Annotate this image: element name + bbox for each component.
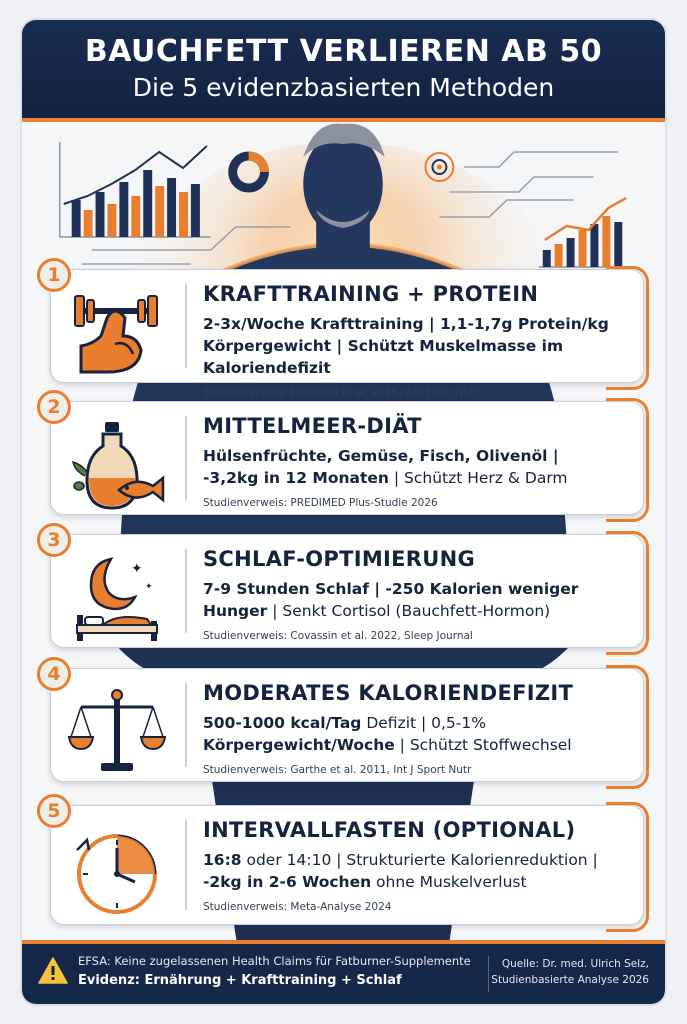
card-content: INTERVALLFASTEN (OPTIONAL) 16:8 oder 14:… xyxy=(203,818,629,913)
body-bold-1: 500-1000 kcal/Tag xyxy=(203,714,362,732)
footer-bar: EFSA: Keine zugelassenen Health Claims f… xyxy=(22,940,665,1004)
efsa-note: EFSA: Keine zugelassenen Health Claims f… xyxy=(78,954,471,968)
decorative-circuit-lines xyxy=(81,151,619,265)
body-normal-2: | Schützt Herz & Darm xyxy=(388,469,568,487)
main-title: BAUCHFETT VERLIEREN AB 50 xyxy=(84,34,603,69)
card-title: MITTELMEER-DIÄT xyxy=(203,414,422,438)
step-number-badge: 2 xyxy=(37,390,71,424)
body-bold-2: -2kg in 2-6 Wochen xyxy=(203,873,372,891)
footer-divider xyxy=(488,956,489,992)
body-bold-1: 2-3x/Woche Krafttraining | 1,1-1,7g Prot… xyxy=(203,315,609,333)
study-reference: Studienverweis: Longland et al. 2016, Am… xyxy=(203,387,479,399)
warning-icon xyxy=(38,956,68,986)
clock-icon xyxy=(67,820,169,920)
card-title: MODERATES KALORIENDEFIZIT xyxy=(203,681,574,705)
svg-text:✦: ✦ xyxy=(145,582,153,592)
body-normal-2: | Schützt Stoffwechsel xyxy=(394,736,572,754)
step-number-badge: 4 xyxy=(37,657,71,691)
moon-bed-icon: ✦ ✦ xyxy=(67,549,169,649)
decorative-bar-chart-right xyxy=(538,196,631,268)
decorative-target-icon xyxy=(424,152,455,182)
body-bold-1: Hülsenfrüchte, Gemüse, Fisch, Olivenöl | xyxy=(203,447,559,465)
subtitle: Die 5 evidenzbasierten Methoden xyxy=(132,73,555,102)
card-content: SCHLAF-OPTIMIERUNG 7-9 Stunden Schlaf | … xyxy=(203,547,629,642)
footer-left: EFSA: Keine zugelassenen Health Claims f… xyxy=(78,954,471,988)
body-bold-2: -3,2kg in 12 Monaten xyxy=(203,469,389,487)
card-title: SCHLAF-OPTIMIERUNG xyxy=(203,547,476,571)
body-normal-1: oder 14:10 | Strukturierte Kalorienreduk… xyxy=(241,851,598,869)
balance-scale-icon xyxy=(67,683,169,783)
body-bold-2: Körpergewicht/Woche xyxy=(203,736,395,754)
study-reference: Studienverweis: PREDIMED Plus-Studie 202… xyxy=(203,497,438,509)
method-card-1: 1 KRAFTTRAINING + PROTEIN 2-3x/Woche Kra… xyxy=(37,258,649,399)
card-content: MODERATES KALORIENDEFIZIT 500-1000 kcal/… xyxy=(203,681,629,776)
source-line-1: Quelle: Dr. med. Ulrich Selz, xyxy=(501,958,649,970)
card-title: KRAFTTRAINING + PROTEIN xyxy=(203,282,539,306)
study-reference: Studienverweis: Covassin et al. 2022, Sl… xyxy=(203,630,473,642)
card-body: 7-9 Stunden Schlaf | -250 Kalorien wenig… xyxy=(203,578,629,622)
card-content: KRAFTTRAINING + PROTEIN 2-3x/Woche Kraft… xyxy=(203,282,629,399)
svg-text:✦: ✦ xyxy=(131,561,143,577)
card-divider xyxy=(185,549,187,633)
evidence-summary: Evidenz: Ernährung + Krafttraining + Sch… xyxy=(78,973,402,988)
body-bold-2: Körpergewicht | Schützt Muskelmasse im K… xyxy=(203,337,564,377)
card-body: Hülsenfrüchte, Gemüse, Fisch, Olivenöl |… xyxy=(203,445,629,489)
step-number-badge: 1 xyxy=(37,258,71,292)
step-number-badge: 3 xyxy=(37,523,71,557)
study-reference: Studienverweis: Meta-Analyse 2024 xyxy=(203,901,392,913)
decorative-bar-chart-left xyxy=(59,142,211,238)
card-divider xyxy=(185,284,187,368)
header-banner: BAUCHFETT VERLIEREN AB 50 Die 5 evidenzb… xyxy=(22,20,665,122)
infographic-poster: BAUCHFETT VERLIEREN AB 50 Die 5 evidenzb… xyxy=(20,18,667,1006)
step-number-badge: 5 xyxy=(37,794,71,828)
card-body: 16:8 oder 14:10 | Strukturierte Kalorien… xyxy=(203,849,629,893)
card-body: 2-3x/Woche Krafttraining | 1,1-1,7g Prot… xyxy=(203,313,629,379)
body-normal-1: Defizit | 0,5-1% xyxy=(361,714,486,732)
card-content: MITTELMEER-DIÄT Hülsenfrüchte, Gemüse, F… xyxy=(203,414,629,509)
body-bold-1: 16:8 xyxy=(203,851,242,869)
body-bold-2: Hunger xyxy=(203,602,268,620)
body-normal-2: ohne Muskelverlust xyxy=(371,873,527,891)
card-body: 500-1000 kcal/Tag Defizit | 0,5-1% Körper… xyxy=(203,712,629,756)
source-credit: Quelle: Dr. med. Ulrich Selz, Studienbas… xyxy=(491,956,649,988)
card-divider xyxy=(185,416,187,500)
card-divider xyxy=(185,683,187,767)
method-card-5: 5 INTERVALLFASTEN (OPTIONAL) 16:8 oder 1… xyxy=(37,794,649,932)
body-normal-2: | Senkt Cortisol (Bauchfett-Hormon) xyxy=(267,602,551,620)
card-divider xyxy=(185,820,187,910)
method-card-2: 2 MITTELMEER-DIÄT Hülsenfrüchte, Gemüse,… xyxy=(37,390,649,522)
method-card-4: 4 MODERATES KALORIENDEFIZIT 500-1000 kca… xyxy=(37,657,649,789)
source-line-2: Studienbasierte Analyse 2026 xyxy=(491,974,649,986)
olive-oil-fish-icon xyxy=(67,416,169,516)
flexing-arm-dumbbell-icon xyxy=(67,284,169,384)
study-reference: Studienverweis: Garthe et al. 2011, Int … xyxy=(203,764,472,776)
decorative-donut-chart xyxy=(228,151,269,193)
body-bold-1: 7-9 Stunden Schlaf | -250 Kalorien wenig… xyxy=(203,580,579,598)
method-card-3: 3 ✦ ✦ SCHLAF-OPTIMIERUNG 7-9 Stunden Sch… xyxy=(37,523,649,655)
card-title: INTERVALLFASTEN (OPTIONAL) xyxy=(203,818,576,842)
